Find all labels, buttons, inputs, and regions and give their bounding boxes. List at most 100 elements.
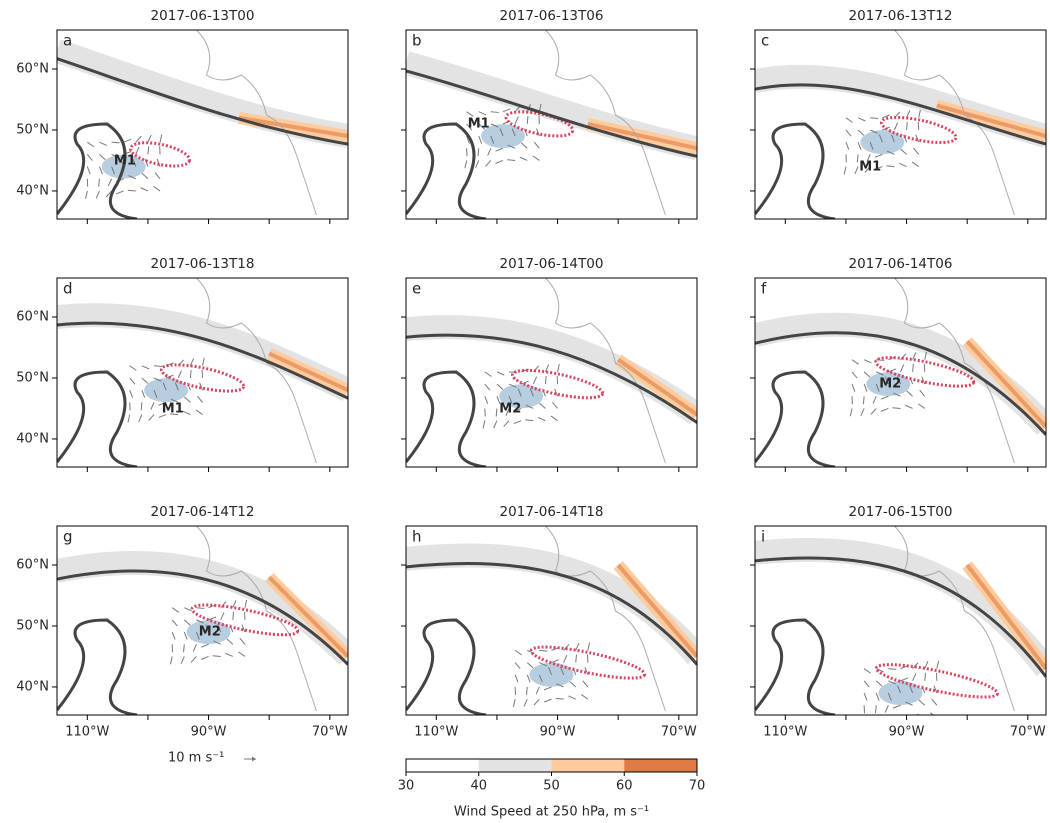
wind-arrow	[148, 414, 155, 421]
wind-arrow	[882, 114, 890, 119]
map-panel: 2017-06-13T12 c M1	[750, 8, 1047, 224]
height-contour	[57, 122, 138, 219]
height-contour	[755, 618, 836, 715]
wind-arrow	[905, 717, 913, 718]
wind-arrow	[532, 155, 540, 161]
wind-arrow	[232, 611, 235, 620]
wind-arrow	[887, 692, 892, 701]
lon-label: 90°W	[540, 725, 576, 740]
wind-arrow	[140, 402, 143, 411]
wind-arrow	[892, 392, 901, 397]
wind-arrow	[200, 643, 209, 648]
wind-arrow	[111, 153, 120, 159]
wind-arrow	[87, 141, 95, 148]
wind-arrow	[525, 419, 534, 422]
panel-letter: d	[63, 280, 73, 298]
height-contour	[755, 83, 1046, 146]
panel-title: 2017-06-14T06	[849, 256, 953, 272]
wind-arrow	[138, 414, 143, 423]
height-contour	[406, 333, 697, 424]
height-contour	[406, 370, 487, 467]
wind-arrow	[526, 686, 528, 695]
wind-arrow	[495, 160, 504, 164]
wind-arrow	[202, 357, 205, 366]
map-panel: 2017-06-13T06 b M1	[401, 8, 698, 224]
map-content	[57, 30, 348, 219]
wind-arrow	[905, 701, 913, 706]
wind-arrow	[912, 363, 914, 372]
wind-arrow	[866, 154, 871, 162]
wind-arrow	[111, 166, 115, 175]
wind-arrow	[177, 370, 182, 379]
wind-arrow	[897, 685, 901, 694]
wind-arrow	[226, 638, 234, 645]
wind-arrow	[107, 178, 113, 187]
wind-arrow	[845, 129, 852, 137]
wind-arrow	[862, 717, 864, 725]
wind-arrow	[478, 135, 483, 144]
wind-arrow	[484, 383, 491, 391]
panel-title: 2017-06-14T00	[500, 256, 604, 272]
wind-arrow	[159, 134, 163, 143]
wind-arrow	[880, 408, 889, 412]
wind-arrow	[171, 631, 176, 640]
wind-arrow	[511, 128, 516, 137]
wind-arrow	[845, 141, 850, 150]
map-frame	[405, 277, 698, 468]
wind-arrow	[587, 642, 591, 651]
feature-label: M2	[499, 402, 521, 417]
map-frame	[56, 525, 349, 716]
lat-label: 40°N	[16, 431, 49, 446]
wind-arrow	[893, 122, 899, 131]
wind-arrow	[860, 408, 865, 416]
wind-arrow	[478, 111, 487, 116]
height-contour	[755, 122, 836, 219]
lon-label: 70°W	[1010, 725, 1046, 740]
wind-arrow	[900, 364, 905, 373]
map-content	[755, 278, 1046, 467]
wind-arrow	[856, 154, 859, 163]
jet-max	[617, 358, 697, 417]
coastline	[196, 526, 317, 712]
wind-arrow	[232, 600, 237, 608]
map-content	[57, 526, 348, 715]
wind-arrow	[869, 141, 874, 150]
lat-label: 50°N	[16, 370, 49, 385]
panel-title: 2017-06-13T00	[151, 8, 255, 24]
coastline	[196, 30, 317, 216]
height-contour	[406, 122, 487, 219]
wind-arrow	[153, 365, 163, 368]
lat-label: 60°N	[16, 62, 49, 77]
wind-arrow	[533, 698, 540, 706]
wind-arrow	[851, 371, 858, 379]
jet-max	[936, 103, 1046, 139]
wind-arrow	[99, 154, 106, 161]
jet-max	[587, 121, 697, 151]
pv-contour	[129, 141, 191, 168]
wind-arrow	[560, 667, 565, 675]
pv-contour	[159, 363, 246, 393]
wind-arrow	[150, 402, 155, 410]
wind-arrow	[135, 146, 140, 155]
feature-label: M2	[199, 625, 221, 640]
wind-arrow	[905, 404, 913, 409]
wind-arrow	[539, 402, 546, 409]
wind-arrow	[875, 383, 880, 392]
wind-arrow	[116, 190, 124, 195]
wind-arrow	[873, 717, 876, 724]
wind-arrow	[900, 677, 909, 682]
wind-arrow	[158, 401, 167, 406]
wind-arrow	[493, 420, 498, 429]
panel-title: 2017-06-13T12	[849, 8, 953, 24]
wind-arrow	[878, 134, 883, 143]
wind-arrow	[888, 680, 896, 685]
wind-arrow	[507, 159, 516, 161]
coastline	[196, 278, 317, 464]
wind-arrow	[508, 383, 517, 388]
wind-arrow	[523, 128, 528, 137]
wind-arrow	[876, 371, 884, 376]
wind-arrow	[556, 683, 564, 688]
wind-arrow	[503, 420, 510, 427]
height-contour	[755, 370, 836, 467]
wind-arrow	[182, 410, 191, 416]
